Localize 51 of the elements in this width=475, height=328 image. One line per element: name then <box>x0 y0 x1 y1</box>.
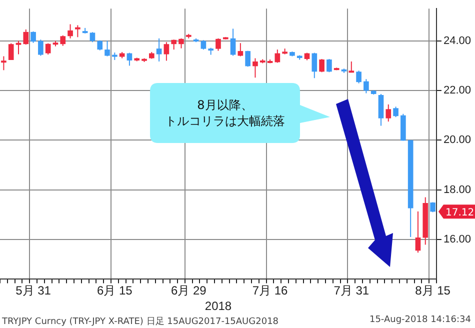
candlestick <box>319 58 324 73</box>
candlestick <box>104 40 110 57</box>
candlestick <box>393 106 398 118</box>
candlestick <box>430 202 436 213</box>
candlestick <box>245 50 250 68</box>
candlestick <box>178 38 184 49</box>
candlestick <box>23 28 29 46</box>
candlestick <box>16 40 22 55</box>
candlestick <box>348 60 354 73</box>
candlestick <box>68 24 73 39</box>
candlestick <box>238 42 244 57</box>
candlestick <box>216 38 221 52</box>
candlestick <box>326 58 332 73</box>
candlestick <box>126 52 132 66</box>
x-tick-label: 8月 15 <box>415 284 451 298</box>
text: 17.12 <box>445 207 474 218</box>
candlestick <box>45 42 51 56</box>
annotation: 8月以降、トルコリラは大幅続落 <box>165 97 285 129</box>
candlestick <box>75 24 80 38</box>
candlestick <box>364 78 369 94</box>
candlestick <box>252 58 258 78</box>
y-tick-label: 20.00 <box>443 134 472 146</box>
candlestick <box>8 42 14 60</box>
candlestick <box>230 28 236 56</box>
candlestick <box>38 39 44 56</box>
y-tick-label: 18.00 <box>443 184 472 196</box>
candlestick <box>356 70 362 84</box>
candlestick <box>90 32 96 43</box>
y-tick-label: 16.00 <box>443 234 472 246</box>
candlestick <box>312 52 318 79</box>
candlestick <box>97 40 103 51</box>
y-tick-label: 24.00 <box>443 34 472 47</box>
candlestick <box>378 94 384 126</box>
x-tick-label: 6月 29 <box>170 284 207 298</box>
text: 15-Aug-2018 14:16:34 <box>369 315 471 325</box>
candlestick <box>1 56 6 71</box>
candlestick <box>164 42 170 62</box>
y-tick-label: 22.00 <box>443 84 472 97</box>
candlestick <box>386 104 392 122</box>
x-tick-label: 6月 15 <box>96 284 133 298</box>
x-tick-label: 7月 16 <box>252 284 288 298</box>
candlestick <box>200 40 206 50</box>
candlestick <box>171 39 177 50</box>
x-tick-label: 5月 31 <box>16 284 52 298</box>
text: TRYJPY Curncy (TRY-JPY X-RATE) 日足 15AUG2017-15AUG2018 <box>2 316 279 328</box>
x-tick-label: 7月 31 <box>334 284 370 298</box>
candlestick <box>156 38 162 62</box>
candlestick <box>30 30 36 44</box>
candlestick <box>60 34 66 46</box>
x-axis-title: 2018 <box>204 299 232 314</box>
candlestick <box>415 210 421 254</box>
